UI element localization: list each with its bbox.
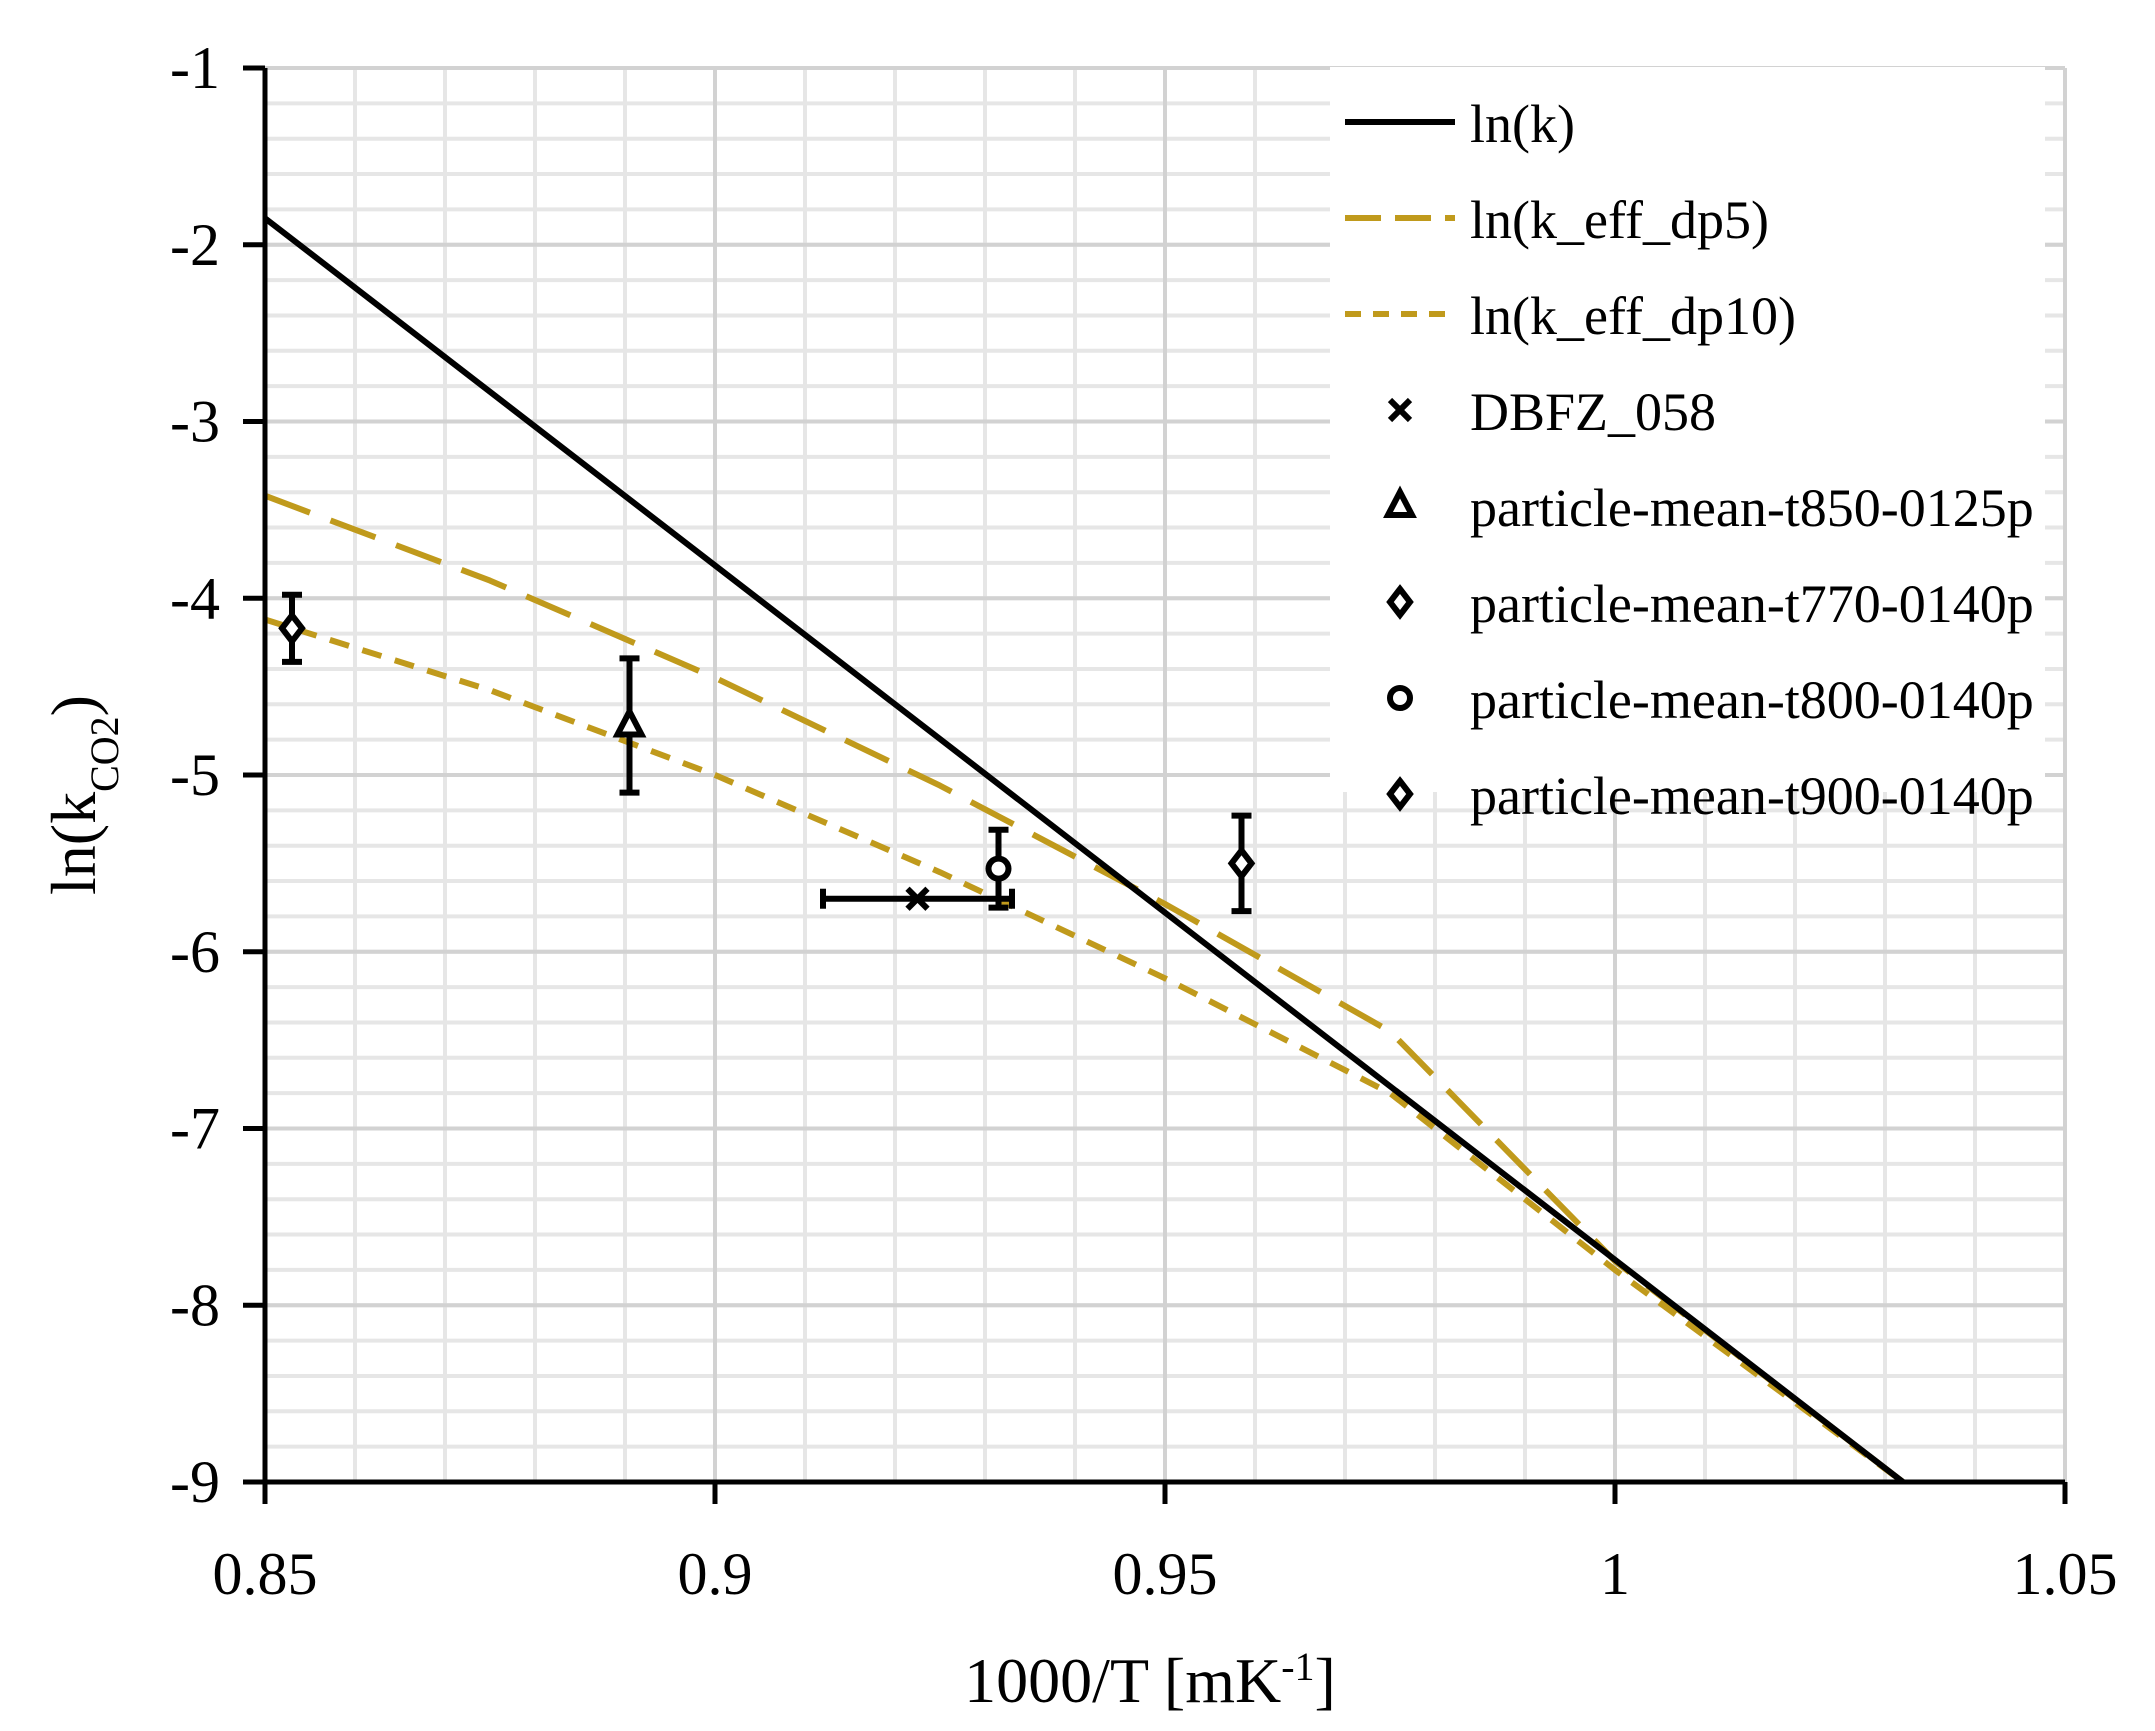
legend-item-0: ln(k) [1345,94,1575,154]
legend-marker-diamond [1386,584,1414,620]
legend-label: ln(k_eff_dp5) [1470,190,1769,250]
data-point-4 [612,655,647,796]
y-tick-label: -2 [170,212,220,278]
axes [243,65,2068,1504]
legend-item-6: particle-mean-t800-0140p [1387,670,2034,730]
legend-marker-x [1387,397,1413,423]
marker-circle [985,855,1012,882]
data-point-7 [278,591,306,665]
y-tick-label: -4 [170,565,220,631]
series-layer [263,215,1905,1485]
legend-label: particle-mean-t850-0125p [1470,478,2034,538]
x-tick-label: 1.05 [2013,1541,2118,1607]
series-line-0 [263,215,1905,1485]
x-tick-label: 0.85 [213,1541,318,1607]
legend: ln(k) ln(k_eff_dp5) ln(k_eff_dp10) DBFZ_058… [1330,67,2045,826]
y-tick-label: -6 [170,919,220,985]
marker-x [905,886,930,911]
x-axis-title-superscript: -1 [1281,1644,1314,1689]
legend-marker-diamond [1386,776,1414,812]
legend-label: ln(k) [1470,94,1575,154]
y-tick-label: -1 [170,35,220,101]
y-axis-title: ln(kCO2) [38,695,127,895]
legend-label: particle-mean-t770-0140p [1470,574,2034,634]
legend-marker-triangle [1383,485,1417,518]
tick-labels: -1 -2 -3 -4 -5 -6 -7 -8 -9 0.85 0.9 0.95 1 1.05 [170,35,2117,1607]
legend-item-3: DBFZ_058 [1387,382,1716,442]
marker-triangle [612,705,647,738]
legend-label: particle-mean-t900-0140p [1470,766,2034,826]
legend-label: particle-mean-t800-0140p [1470,670,2034,730]
legend-marker-circle [1387,685,1413,711]
marker-x-stroke [905,886,930,911]
y-tick-label: -7 [170,1096,220,1162]
data-point-6 [985,826,1012,911]
marker-diamond [278,610,306,647]
legend-label: DBFZ_058 [1470,382,1716,442]
legend-item-7: particle-mean-t900-0140p [1386,766,2034,826]
y-tick-label: -5 [170,742,220,808]
marker-diamond [1227,845,1256,882]
legend-background [1330,67,2045,792]
legend-marker-x-stroke [1387,397,1413,423]
series-line-1 [263,492,1905,1485]
y-tick-label: -8 [170,1272,220,1338]
data-point-3 [820,886,1015,911]
y-tick-label: -3 [170,389,220,455]
x-axis-title: 1000/T [mK-1] [964,1644,1336,1717]
x-tick-label: 1 [1600,1541,1630,1607]
legend-item-1: ln(k_eff_dp5) [1345,190,1769,250]
legend-item-2: ln(k_eff_dp10) [1345,286,1796,346]
legend-item-4: particle-mean-t850-0125p [1383,478,2034,538]
y-axis-title-subscript: CO2 [82,716,127,792]
y-tick-label: -9 [170,1449,220,1515]
legend-item-5: particle-mean-t770-0140p [1386,574,2034,634]
x-tick-label: 0.9 [678,1541,753,1607]
data-point-5 [1227,812,1256,915]
series-line-2 [264,616,1905,1485]
x-tick-label: 0.95 [1113,1541,1218,1607]
legend-label: ln(k_eff_dp10) [1470,286,1796,346]
